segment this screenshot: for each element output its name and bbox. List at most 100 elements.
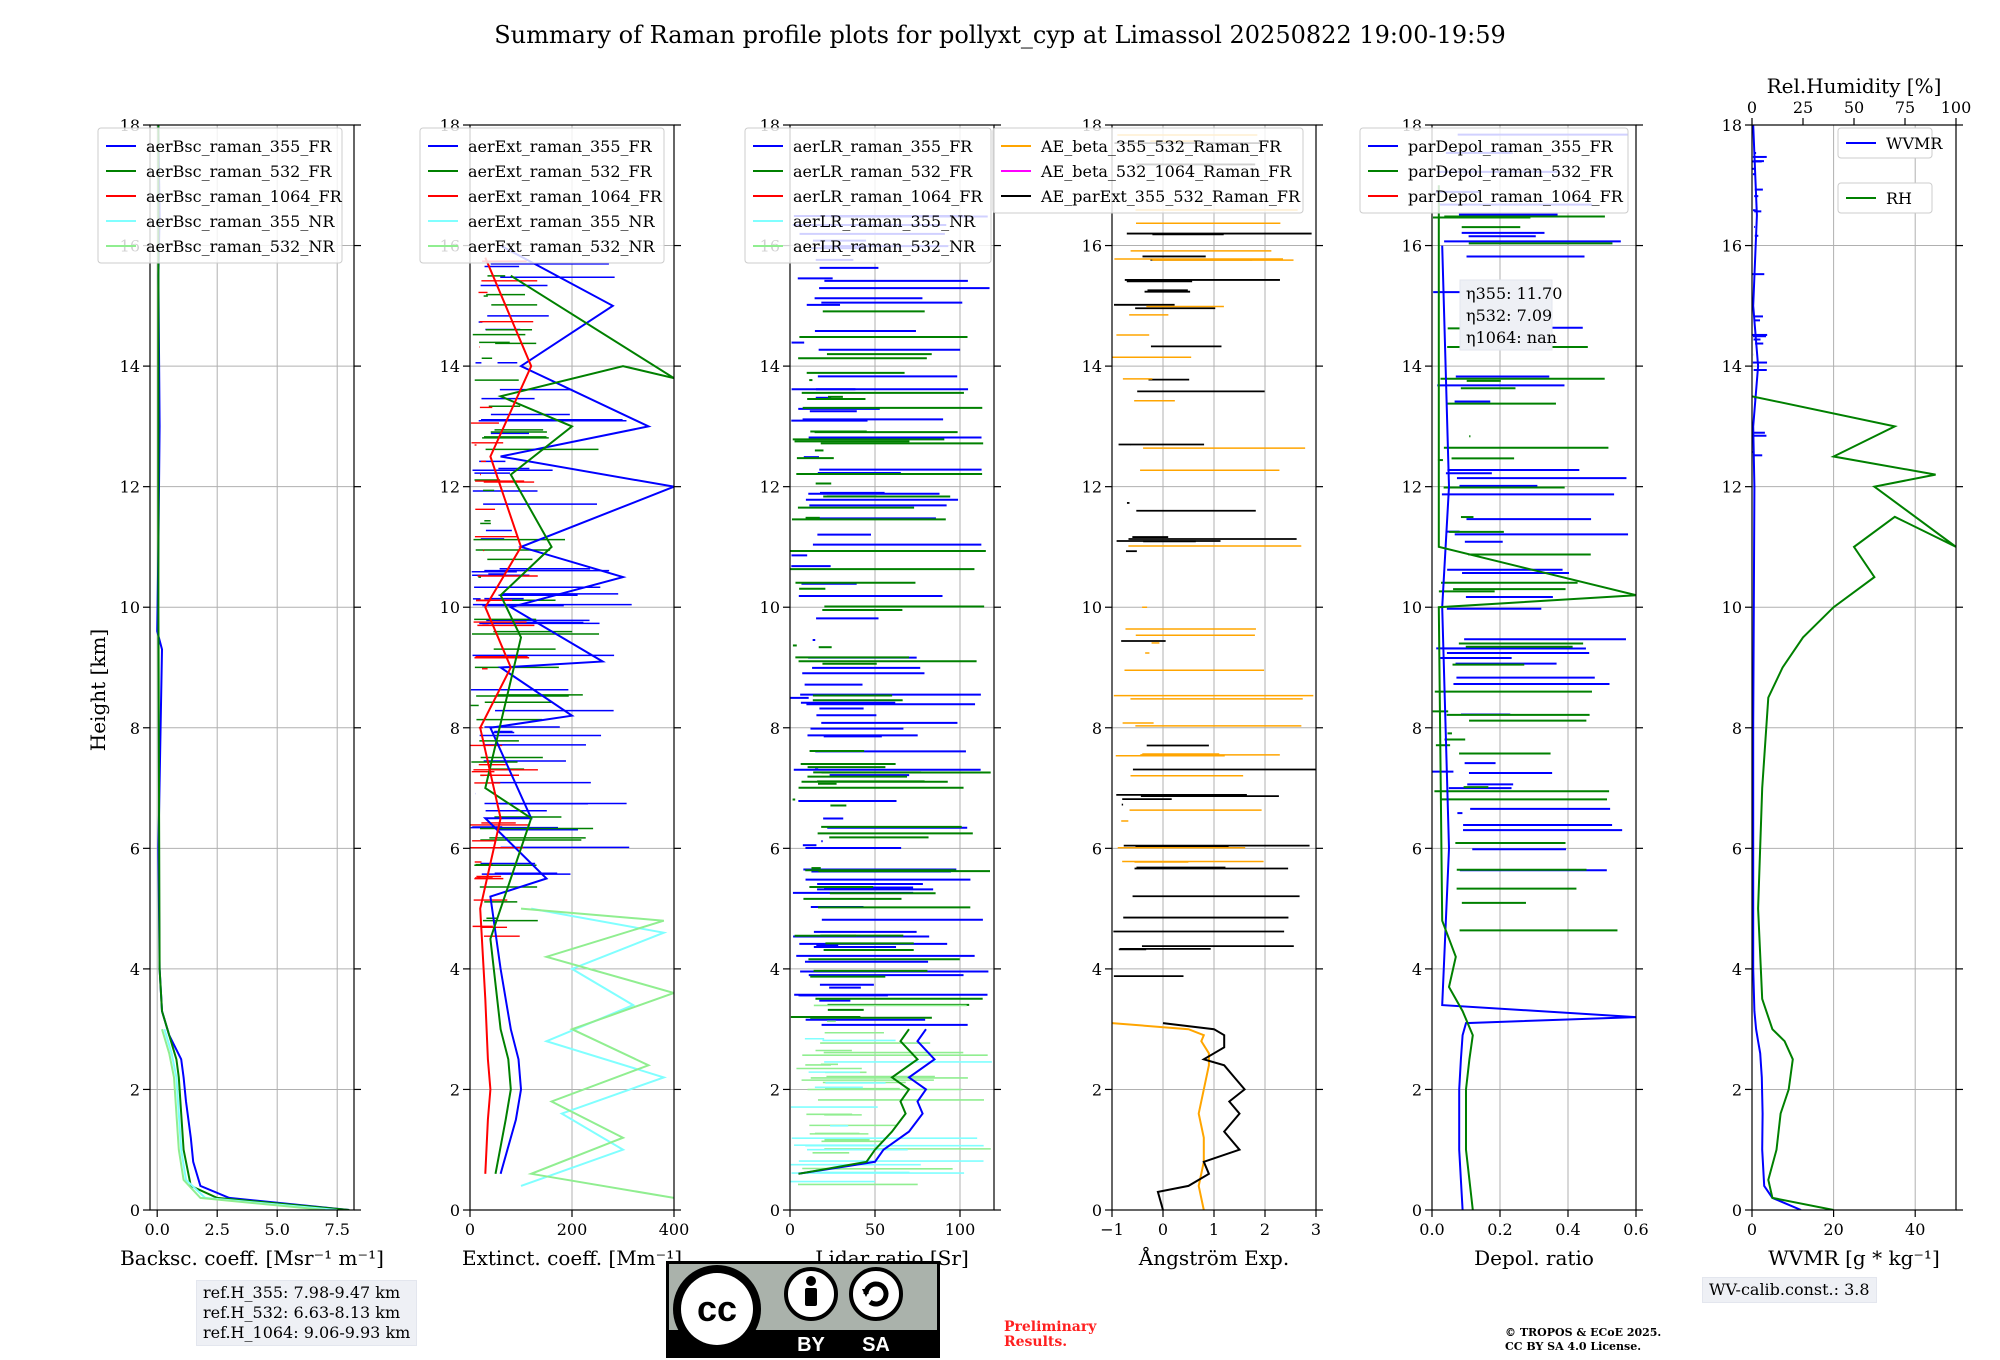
y-tick-label: 18	[1722, 116, 1742, 135]
eta-label: η1064: nan	[1466, 328, 1557, 347]
y-tick-label: 8	[450, 719, 460, 738]
series-group	[470, 244, 674, 1199]
legend-label: aerExt_raman_1064_FR	[468, 187, 663, 206]
by-person-icon	[784, 1267, 838, 1321]
sa-share-alike-icon	[849, 1267, 903, 1321]
y-tick-label: 10	[1722, 598, 1742, 617]
axes-frame	[789, 124, 995, 1211]
series-WVMR	[1752, 125, 1802, 1210]
legend-label: WVMR	[1886, 134, 1943, 153]
y-tick-label: 4	[1732, 960, 1742, 979]
legend: parDepol_raman_355_FR parDepol_raman_532_…	[1359, 127, 1629, 214]
legend-label: parDepol_raman_1064_FR	[1408, 187, 1624, 206]
series-group	[790, 215, 992, 1186]
y-tick-label: 0	[1412, 1201, 1422, 1220]
series-aerBsc_raman_532_FR	[157, 125, 350, 1210]
wv-calib-box: WV-calib.const.: 3.8	[1702, 1277, 1877, 1303]
y-tick-label: 2	[1092, 1080, 1102, 1099]
y-tick-label: 4	[1412, 960, 1422, 979]
y-tick-label: 8	[130, 719, 140, 738]
legend-label: parDepol_raman_355_FR	[1408, 137, 1614, 156]
panel-water_vapour: 0 2 4 6 8 10 12 14 16 18 0 20 40 WVMR [g * kg⁻¹] 0 25 50…	[1722, 74, 1972, 1270]
x-tick-label: 40	[1905, 1220, 1925, 1239]
legend-label: aerBsc_raman_532_FR	[146, 162, 332, 181]
series-AE_parExt_355_532_Raman_FR	[1156, 1022, 1247, 1210]
y-tick-label: 10	[120, 598, 140, 617]
x-tick-label: 2.5	[204, 1220, 229, 1239]
svg-text:cc: cc	[697, 1288, 737, 1329]
legend-label: aerExt_raman_532_NR	[468, 237, 656, 256]
y-tick-label: 12	[1402, 478, 1422, 497]
legend: AE_beta_355_532_Raman_FR AE_beta_532_1064…	[992, 127, 1304, 214]
series-parDepol_raman_532_FR	[1437, 185, 1636, 1210]
series-aerBsc_raman_355_NR	[163, 1028, 338, 1210]
x-tick-label: 0	[785, 1220, 795, 1239]
y-tick-label: 0	[130, 1201, 140, 1220]
legend: aerBsc_raman_355_FR aerBsc_raman_532_FRae…	[97, 127, 343, 264]
x-tick-label: 400	[659, 1220, 690, 1239]
x-tick-label: 0	[465, 1220, 475, 1239]
legend-box	[419, 127, 665, 264]
y-tick-label: 8	[1732, 719, 1742, 738]
y-tick-label: 4	[1092, 960, 1102, 979]
x-axis-label: Ångström Exp.	[1138, 1245, 1289, 1270]
series-aerExt_raman_355_NR	[520, 907, 668, 1187]
x-tick-label: 7.5	[324, 1220, 349, 1239]
legend-box	[992, 127, 1304, 214]
copyright-note: © TROPOS & ECoE 2025. CC BY SA 4.0 Licen…	[1505, 1326, 1661, 1354]
legend-label: aerBsc_raman_355_FR	[146, 137, 332, 156]
legend-box	[1359, 127, 1629, 214]
y-tick-label: 16	[1402, 237, 1422, 256]
series-aerExt_raman_532_FR	[484, 274, 674, 1174]
y-tick-label: 14	[440, 357, 460, 376]
legend-label: aerExt_raman_532_FR	[468, 162, 653, 181]
y-tick-label: 2	[1412, 1080, 1422, 1099]
legend-label: aerExt_raman_355_NR	[468, 212, 656, 231]
y-tick-label: 4	[130, 960, 140, 979]
y-tick-label: 8	[770, 719, 780, 738]
x-tick-label: 0.0	[144, 1220, 169, 1239]
y-tick-label: 2	[770, 1080, 780, 1099]
top-axis-label: Rel.Humidity [%]	[1767, 74, 1942, 98]
cc-icon: cc	[673, 1265, 761, 1353]
y-tick-label: 0	[770, 1201, 780, 1220]
y-tick-label: 2	[130, 1080, 140, 1099]
eta-label: η355: 11.70	[1466, 284, 1562, 303]
x-tick-label: −1	[1100, 1220, 1124, 1239]
y-tick-label: 14	[1082, 357, 1102, 376]
legend-box	[97, 127, 343, 264]
x-tick-label: 0	[1158, 1220, 1168, 1239]
y-tick-label: 10	[440, 598, 460, 617]
y-tick-label: 4	[450, 960, 460, 979]
x-tick-label: 0.6	[1623, 1220, 1648, 1239]
axes-frame	[149, 124, 355, 1211]
x-tick-label: 0	[1747, 1220, 1757, 1239]
y-tick-label: 10	[1402, 598, 1422, 617]
y-axis-label: Height [km]	[86, 629, 110, 751]
x-tick-label: 100	[945, 1220, 976, 1239]
y-tick-label: 14	[120, 357, 140, 376]
badge-by-label: BY	[797, 1334, 825, 1356]
y-tick-label: 6	[450, 839, 460, 858]
x-tick-label: 200	[557, 1220, 588, 1239]
y-tick-label: 6	[130, 839, 140, 858]
series-aerLR_raman_532_FR	[798, 1028, 920, 1175]
x-tick-label: 0.0	[1419, 1220, 1444, 1239]
x-tick-label: 2	[1260, 1220, 1270, 1239]
wv-calib-text: WV-calib.const.: 3.8	[1709, 1280, 1870, 1299]
series-group	[156, 125, 350, 1210]
top-tick-label: 100	[1941, 98, 1972, 117]
y-tick-label: 6	[1092, 839, 1102, 858]
y-tick-label: 12	[760, 478, 780, 497]
y-tick-label: 0	[450, 1201, 460, 1220]
y-tick-label: 16	[1082, 237, 1102, 256]
y-tick-label: 6	[770, 839, 780, 858]
y-tick-label: 10	[760, 598, 780, 617]
y-tick-label: 8	[1092, 719, 1102, 738]
legend-box	[1837, 127, 1933, 159]
series-aerExt_raman_355_FR	[482, 244, 674, 1175]
legend-box	[744, 127, 992, 264]
y-tick-label: 12	[1082, 478, 1102, 497]
